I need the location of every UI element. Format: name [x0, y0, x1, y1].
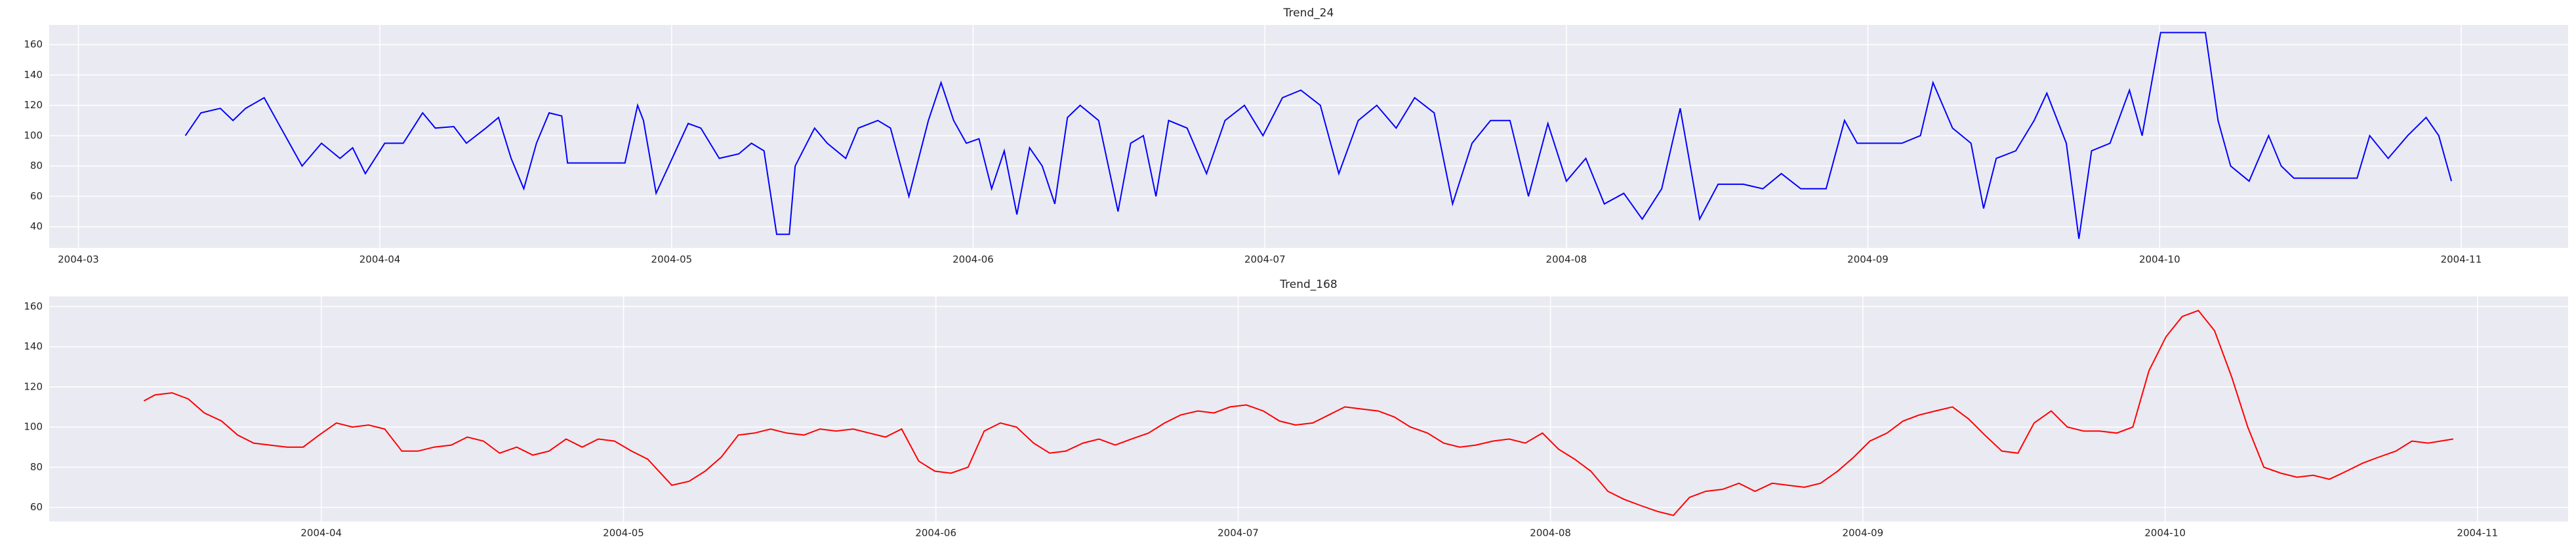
plot-area [49, 296, 2568, 521]
x-tick-label: 2004-07 [1217, 527, 1259, 539]
chart-title: Trend_168 [1279, 278, 1337, 291]
plot-area [49, 25, 2568, 248]
y-tick-label: 140 [24, 340, 43, 352]
y-tick-label: 100 [24, 129, 43, 141]
x-tick-label: 2004-05 [603, 527, 644, 539]
y-tick-label: 80 [30, 461, 43, 473]
x-tick-label: 2004-07 [1244, 254, 1286, 266]
x-tick-label: 2004-09 [1842, 527, 1883, 539]
data-line [143, 310, 2454, 516]
x-tick-label: 2004-09 [1847, 254, 1889, 266]
y-tick-label: 160 [24, 39, 43, 51]
x-tick-label: 2004-06 [915, 527, 956, 539]
x-tick-label: 2004-11 [2457, 527, 2498, 539]
y-tick-label: 160 [24, 300, 43, 312]
x-tick-label: 2004-08 [1530, 527, 1571, 539]
data-line [184, 31, 2453, 239]
x-tick-label: 2004-08 [1546, 254, 1587, 266]
x-tick-label: 2004-04 [359, 254, 401, 266]
x-tick-label: 2004-10 [2139, 254, 2180, 266]
y-tick-label: 40 [30, 220, 43, 232]
y-tick-label: 120 [24, 380, 43, 392]
y-tick-label: 80 [30, 160, 43, 172]
x-tick-label: 2004-11 [2441, 254, 2482, 266]
y-tick-label: 60 [30, 501, 43, 513]
y-tick-label: 140 [24, 69, 43, 81]
x-tick-label: 2004-03 [58, 254, 99, 266]
x-tick-label: 2004-04 [300, 527, 342, 539]
x-tick-label: 2004-10 [2144, 527, 2186, 539]
y-tick-label: 60 [30, 190, 43, 202]
chart-title: Trend_24 [1283, 7, 1334, 20]
y-tick-label: 120 [24, 99, 43, 111]
y-tick-label: 100 [24, 421, 43, 433]
x-tick-label: 2004-06 [952, 254, 994, 266]
x-tick-label: 2004-05 [651, 254, 693, 266]
